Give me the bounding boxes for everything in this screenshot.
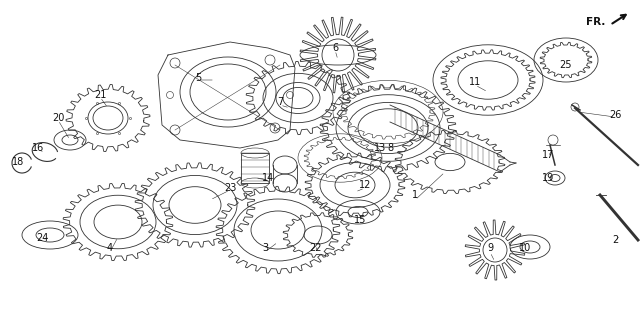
Text: 1: 1 — [412, 190, 418, 200]
Text: 17: 17 — [542, 150, 554, 160]
Text: 25: 25 — [559, 60, 572, 70]
Text: 14: 14 — [262, 173, 274, 183]
Text: 10: 10 — [519, 243, 531, 253]
Text: 8: 8 — [387, 143, 393, 153]
Text: 19: 19 — [542, 173, 554, 183]
Text: 16: 16 — [32, 143, 44, 153]
Text: 15: 15 — [354, 215, 366, 225]
Text: 18: 18 — [12, 157, 24, 167]
Bar — [241, 153, 269, 183]
Text: 11: 11 — [469, 77, 481, 87]
Text: 23: 23 — [224, 183, 236, 193]
Text: 5: 5 — [195, 73, 201, 83]
Text: 13: 13 — [374, 143, 386, 153]
Text: 21: 21 — [94, 90, 106, 100]
Text: 9: 9 — [487, 243, 493, 253]
Text: 26: 26 — [609, 110, 621, 120]
Text: 6: 6 — [332, 43, 338, 53]
Text: 7: 7 — [277, 97, 283, 107]
Text: FR.: FR. — [586, 17, 605, 27]
Text: 3: 3 — [262, 243, 268, 253]
Text: 2: 2 — [612, 235, 618, 245]
Text: 22: 22 — [308, 243, 321, 253]
Text: 24: 24 — [36, 233, 48, 243]
Text: 20: 20 — [52, 113, 64, 123]
Text: 4: 4 — [107, 243, 113, 253]
Text: 12: 12 — [359, 180, 371, 190]
